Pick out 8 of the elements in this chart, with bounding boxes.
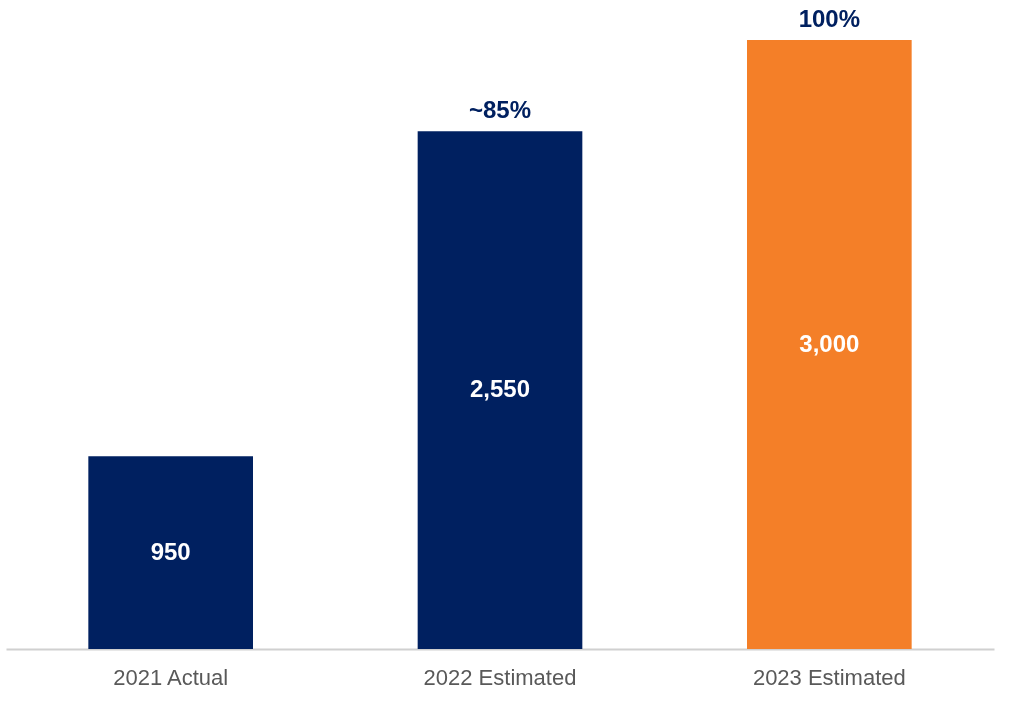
x-tick-label: 2021 Actual [113,664,229,690]
data-label: 3,000 [799,329,860,357]
x-tick-label: 2023 Estimated [752,664,906,690]
data-label: 2,550 [469,375,531,403]
annotation: 100% [798,5,861,32]
x-tick-label: 2022 Estimated [423,664,577,690]
data-label: 950 [150,537,191,565]
annotation: ~85% [468,96,532,124]
